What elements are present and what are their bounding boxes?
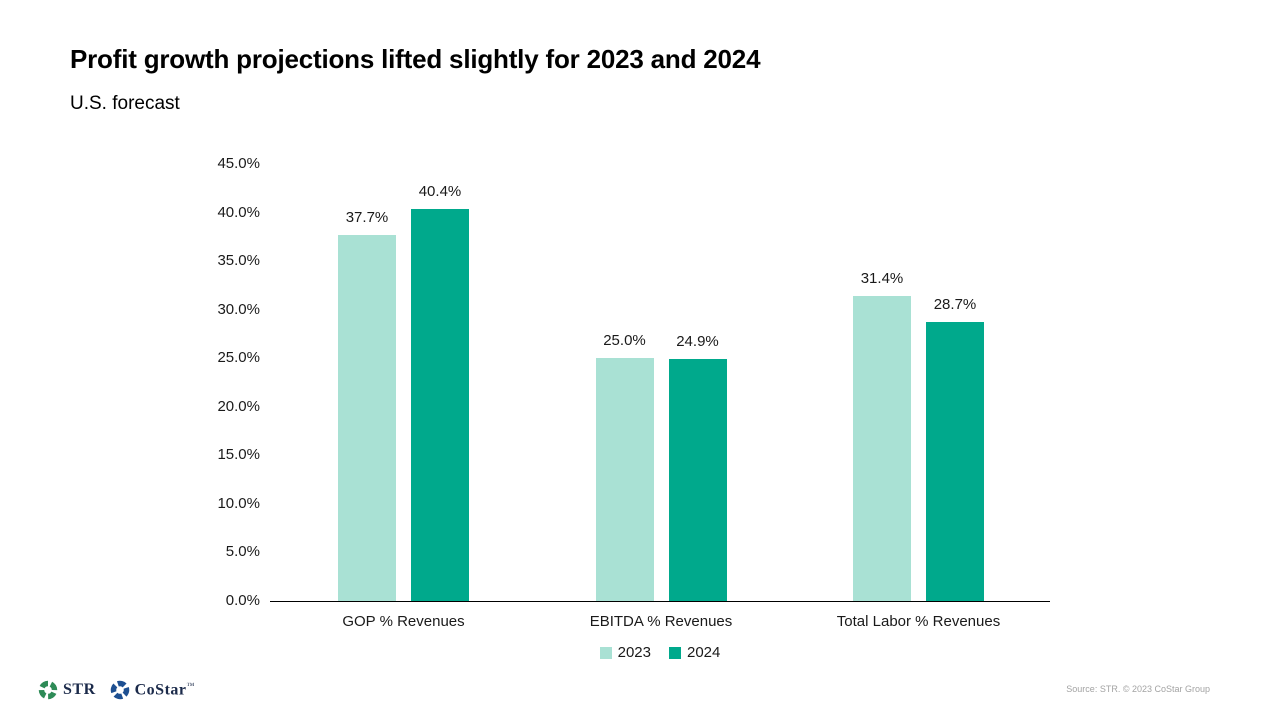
y-axis-tick-label: 20.0% xyxy=(217,397,260,415)
bar-2023-1 xyxy=(338,234,396,601)
legend-item-2024: 2024 xyxy=(669,644,720,661)
bar-value-label: 31.4% xyxy=(860,270,904,288)
bar-2024-2 xyxy=(668,359,727,601)
costar-logo-icon xyxy=(110,680,130,700)
bar-2023-3 xyxy=(853,296,911,601)
bar-value-label: 37.7% xyxy=(345,208,389,226)
bar-2023-2 xyxy=(595,358,654,601)
y-axis-tick-label: 0.0% xyxy=(225,592,260,609)
bar-2024-3 xyxy=(926,322,984,601)
costar-logo-label: CoStar™ xyxy=(134,680,195,699)
y-axis-tick-label: 5.0% xyxy=(225,543,260,561)
y-axis-tick-label: 35.0% xyxy=(217,252,260,270)
source-note: Source: STR. © 2023 CoStar Group xyxy=(1066,684,1210,694)
bar-value-label: 40.4% xyxy=(418,182,462,200)
x-axis-category-label: GOP % Revenues xyxy=(342,613,465,630)
y-axis-tick-label: 30.0% xyxy=(217,300,260,318)
footer-logos: STR CoStar™ xyxy=(38,680,195,700)
bar-chart-plot-area: 37.7% 40.4% 25.0% 24.9% 31.4% 28.7% xyxy=(270,164,1050,602)
bar-value-label: 24.9% xyxy=(676,333,719,351)
x-axis-category-label: Total Labor % Revenues xyxy=(836,613,1001,630)
x-axis-category-label: EBITDA % Revenues xyxy=(589,613,733,630)
y-axis-tick-label: 10.0% xyxy=(217,494,260,512)
y-axis-tick-label: 40.0% xyxy=(217,203,260,221)
legend-swatch-icon xyxy=(669,646,681,659)
x-axis-category-labels: GOP % Revenues EBITDA % Revenues Total Lab… xyxy=(270,613,1050,633)
y-axis-tick-label: 45.0% xyxy=(217,155,260,172)
bar-value-label: 28.7% xyxy=(933,296,977,314)
legend-label: 2024 xyxy=(687,644,721,661)
bar-value-label: 25.0% xyxy=(603,332,646,350)
y-axis-tick-label: 25.0% xyxy=(217,349,260,367)
legend-label: 2023 xyxy=(617,644,651,661)
bar-2024-1 xyxy=(411,208,469,601)
costar-logo: CoStar™ xyxy=(110,680,195,700)
str-logo: STR xyxy=(38,680,96,700)
y-axis-tick-labels: 45.0% 40.0% 35.0% 30.0% 25.0% 20.0% 15.0% 10.0%… xyxy=(180,155,260,609)
str-logo-icon xyxy=(38,680,58,700)
chart-legend: 2023 2024 xyxy=(270,644,1050,661)
legend-swatch-icon xyxy=(599,646,612,659)
legend-item-2023: 2023 xyxy=(599,644,651,661)
costar-trademark: ™ xyxy=(186,680,195,690)
page-subtitle: U.S. forecast xyxy=(70,93,180,114)
str-logo-label: STR xyxy=(63,681,96,698)
y-axis-tick-label: 15.0% xyxy=(217,446,260,464)
page-title: Profit growth projections lifted slightl… xyxy=(70,44,761,74)
